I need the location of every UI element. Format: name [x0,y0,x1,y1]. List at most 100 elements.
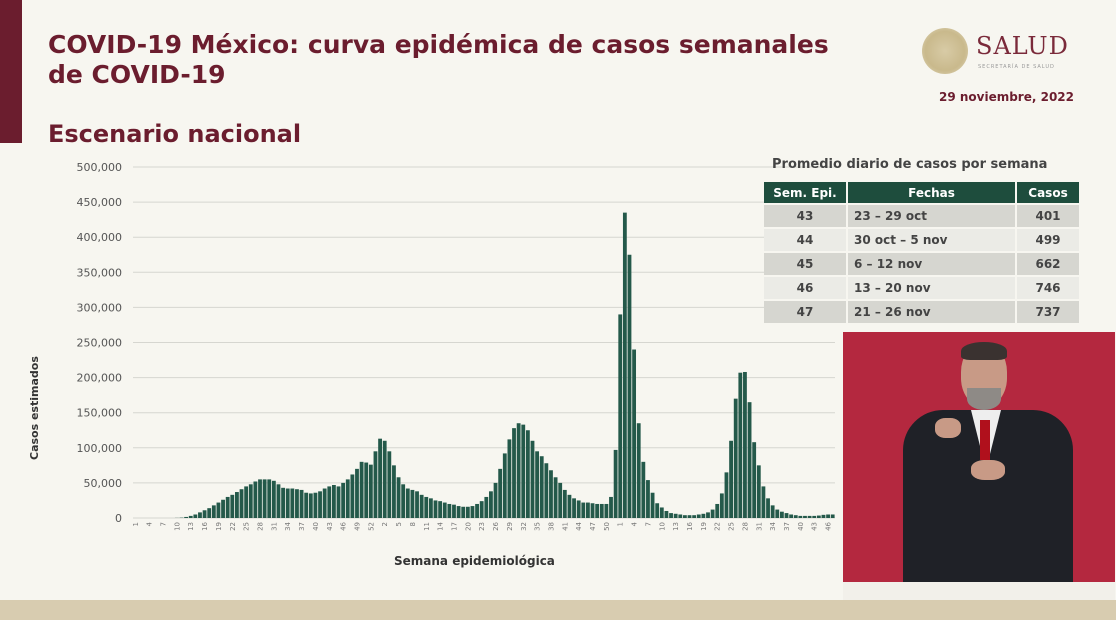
bar [438,501,443,518]
x-tick-label: 7 [160,522,168,526]
x-tick-label: 32 [520,522,528,531]
y-tick-label: 150,000 [77,407,123,420]
x-tick-label: 31 [755,522,763,531]
interpreter-beard [967,388,1001,410]
bar [770,505,775,518]
header-cases: Casos [1017,182,1079,203]
x-tick-label: 19 [215,522,223,531]
bar [313,492,318,518]
bar [599,503,604,518]
logo-subtext: SECRETARÍA DE SALUD [978,64,1055,70]
x-tick-label: 41 [561,522,569,531]
x-tick-label: 1 [132,522,140,526]
bar [244,486,249,518]
cell-cases: 737 [1017,301,1079,323]
bar [803,515,807,518]
y-tick-label: 250,000 [77,337,123,350]
y-tick-label: 0 [115,512,122,525]
bar [193,514,198,518]
bar [322,488,327,518]
bar [784,513,789,518]
bar [424,496,429,518]
cell-cases: 746 [1017,277,1079,299]
table-row: 46 13 – 20 nov 746 [764,277,1079,299]
bar [618,314,623,518]
bar [267,479,272,518]
bar [567,494,572,518]
bar [747,402,752,518]
x-axis-label: Semana epidemiológica [394,554,555,568]
x-tick-label: 10 [658,522,666,531]
x-tick-label: 16 [201,521,209,530]
weekly-average-table: Sem. Epi. Fechas Casos 43 23 – 29 oct 401 … [762,180,1081,325]
x-tick-label: 10 [173,522,181,531]
bar [253,481,258,518]
bar [581,502,586,518]
bar [590,503,595,518]
x-tick-label: 37 [298,522,306,531]
bar [655,503,660,518]
table-title: Promedio diario de casos por semana [772,157,1048,172]
interpreter-tie [980,420,990,460]
table-header: Sem. Epi. Fechas Casos [764,182,1079,203]
bar [461,506,466,518]
y-tick-label: 50,000 [84,477,123,490]
cell-week: 47 [764,301,846,323]
x-tick-label: 28 [257,522,265,531]
bar [710,509,715,518]
y-tick-label: 100,000 [77,442,123,455]
bar [669,513,673,518]
bar [530,440,535,518]
bar [475,503,479,518]
bar [525,430,530,518]
bar [198,512,202,518]
x-tick-label: 34 [769,521,777,530]
bar [373,451,378,518]
cell-dates: 6 – 12 nov [848,253,1015,275]
table-row: 45 6 – 12 nov 662 [764,253,1079,275]
bar [544,463,549,518]
y-tick-label: 200,000 [77,372,123,385]
bar [484,496,489,518]
x-tick-label: 44 [575,521,583,530]
bar [696,514,701,518]
x-tick-label: 1 [617,522,625,526]
bar [553,477,558,518]
cell-week: 45 [764,253,846,275]
bar [558,482,563,518]
x-tick-label: 40 [797,522,805,531]
cell-dates: 21 – 26 nov [848,301,1015,323]
x-tick-label: 11 [423,522,431,531]
bar [207,508,212,518]
bar [766,498,770,518]
bar [692,515,697,518]
y-tick-label: 300,000 [77,301,123,314]
bar [632,349,637,518]
bar [489,491,493,518]
bar [442,502,447,518]
bar [535,451,540,518]
bar [258,479,262,518]
bar [830,514,835,518]
table-row: 47 21 – 26 nov 737 [764,301,1079,323]
x-tick-label: 13 [672,522,680,531]
x-tick-label: 22 [714,522,722,531]
x-tick-label: 46 [825,521,833,530]
bar [308,493,313,518]
bar [415,491,419,518]
bar [188,515,193,518]
x-tick-label: 37 [783,522,791,531]
x-tick-label: 22 [229,522,237,531]
bar [752,442,757,518]
x-tick-label: 40 [312,522,320,531]
bar [221,499,225,518]
bar [470,506,475,518]
x-tick-label: 34 [284,521,292,530]
cell-week: 46 [764,277,846,299]
bar [821,514,826,518]
x-tick-label: 35 [534,522,542,531]
x-tick-label: 23 [478,522,486,531]
cell-cases: 499 [1017,229,1079,251]
bar [382,440,387,518]
bar [502,453,507,518]
